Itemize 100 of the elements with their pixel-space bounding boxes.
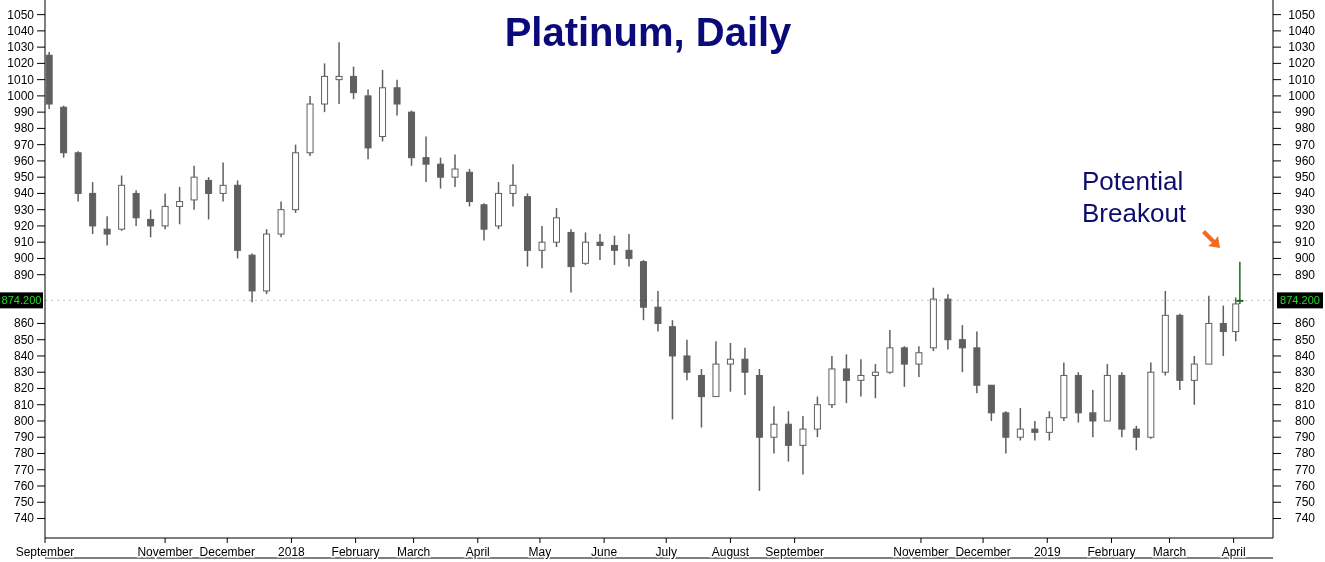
y2-tick-label: 990 <box>1294 105 1316 120</box>
candlestick <box>784 410 792 463</box>
y2-tick-label: 1000 <box>1288 88 1316 103</box>
y-tick-label: 1040 <box>7 23 35 38</box>
y2-tick-label: 750 <box>1294 495 1316 510</box>
x-tick-label: December <box>955 545 1011 559</box>
y-tick-label: 940 <box>13 186 35 201</box>
candlestick <box>161 192 169 230</box>
x-tick-label: 2018 <box>278 545 306 559</box>
candlestick <box>335 41 343 105</box>
x-tick-label: February <box>1087 545 1136 559</box>
candlestick <box>538 225 546 269</box>
y2-tick-label: 1010 <box>1288 72 1316 87</box>
y2-tick-label: 950 <box>1294 170 1316 185</box>
candlestick <box>741 347 749 396</box>
candlestick <box>509 163 517 208</box>
candlestick <box>610 234 618 266</box>
candlestick <box>596 233 604 261</box>
x-tick-label: November <box>893 545 949 559</box>
y-tick-label: 790 <box>13 430 35 445</box>
candlestick <box>915 345 923 378</box>
x-tick-label: March <box>396 545 431 559</box>
candlestick <box>581 231 589 266</box>
candlestick <box>1016 407 1024 442</box>
y2-tick-label: 850 <box>1294 332 1316 347</box>
candlestick <box>871 363 879 399</box>
y-tick-label: 840 <box>13 348 35 363</box>
y-tick-label: 740 <box>13 511 35 526</box>
candlestick <box>1089 389 1097 438</box>
y-tick-label: 820 <box>13 381 35 396</box>
y2-tick-label: 860 <box>1294 316 1316 331</box>
annotation: Potential Breakout <box>1082 166 1187 228</box>
y2-tick-label: 970 <box>1294 137 1316 152</box>
y-tick-label: 1030 <box>7 40 35 55</box>
y-tick-label: 1050 <box>7 7 35 22</box>
y-tick-label: 920 <box>13 218 35 233</box>
y-tick-label: 990 <box>13 105 35 120</box>
candlestick <box>451 153 459 188</box>
x-tick-label: April <box>465 545 490 559</box>
x-tick-label: March <box>1152 545 1187 559</box>
x-tick-label: February <box>331 545 380 559</box>
y-tick-label: 950 <box>13 170 35 185</box>
y-tick-label: 760 <box>13 478 35 493</box>
y-tick-label: 960 <box>13 153 35 168</box>
x-tick-label: May <box>528 545 552 559</box>
y2-tick-label: 890 <box>1294 267 1316 282</box>
y2-tick-label: 810 <box>1294 397 1316 412</box>
y-tick-label: 1020 <box>7 56 35 71</box>
y2-tick-label: 1040 <box>1288 23 1316 38</box>
y-tick-label: 910 <box>13 235 35 250</box>
y-tick-label: 1010 <box>7 72 35 87</box>
candlestick <box>422 135 430 183</box>
candlestick <box>1045 410 1053 442</box>
y-tick-label: 850 <box>13 332 35 347</box>
x-tick-label: June <box>591 545 618 559</box>
candlestick <box>683 338 691 382</box>
candlestick <box>205 176 213 221</box>
x-tick-label: July <box>655 545 677 559</box>
candlestick <box>1219 304 1227 357</box>
y2-tick-label: 780 <box>1294 446 1316 461</box>
candlestick <box>147 208 155 239</box>
candlestick <box>654 290 662 333</box>
y2-tick-label: 920 <box>1294 218 1316 233</box>
candlestick <box>958 324 966 373</box>
candlestick <box>219 161 227 203</box>
y-tick-label: 890 <box>13 267 35 282</box>
candlestick <box>393 78 401 117</box>
y2-tick-label: 980 <box>1294 121 1316 136</box>
y2-tick-label: 960 <box>1294 153 1316 168</box>
y-tick-label: 930 <box>13 202 35 217</box>
x-tick-label: November <box>137 545 193 559</box>
y2-tick-label: 790 <box>1294 430 1316 445</box>
candlestick <box>625 233 633 268</box>
y-tick-label: 970 <box>13 137 35 152</box>
y2-tick-label: 840 <box>1294 348 1316 363</box>
y-tick-label: 810 <box>13 397 35 412</box>
candlestick <box>1190 355 1198 406</box>
candlestick <box>770 405 778 455</box>
candlestick <box>190 165 198 211</box>
y-tick-label: 860 <box>13 316 35 331</box>
x-tick-label: April <box>1221 545 1246 559</box>
x-tick-label: September <box>765 545 824 559</box>
candlestick <box>103 215 111 247</box>
y-tick-label: 900 <box>13 251 35 266</box>
y2-tick-label: 800 <box>1294 413 1316 428</box>
x-tick-label: 2019 <box>1033 545 1061 559</box>
y-tick-label: 770 <box>13 462 35 477</box>
y2-tick-label: 1030 <box>1288 40 1316 55</box>
y-tick-label: 980 <box>13 121 35 136</box>
candlestick <box>799 415 807 476</box>
y-tick-label: 780 <box>13 446 35 461</box>
candlestick <box>437 156 445 190</box>
y2-tick-label: 760 <box>1294 478 1316 493</box>
candlestick <box>842 353 850 404</box>
candlestick <box>176 186 184 226</box>
x-tick-label: August <box>711 545 750 559</box>
y-tick-label: 1000 <box>7 88 35 103</box>
y2-tick-label: 770 <box>1294 462 1316 477</box>
y-tick-label: 750 <box>13 495 35 510</box>
candlestick <box>697 368 705 429</box>
